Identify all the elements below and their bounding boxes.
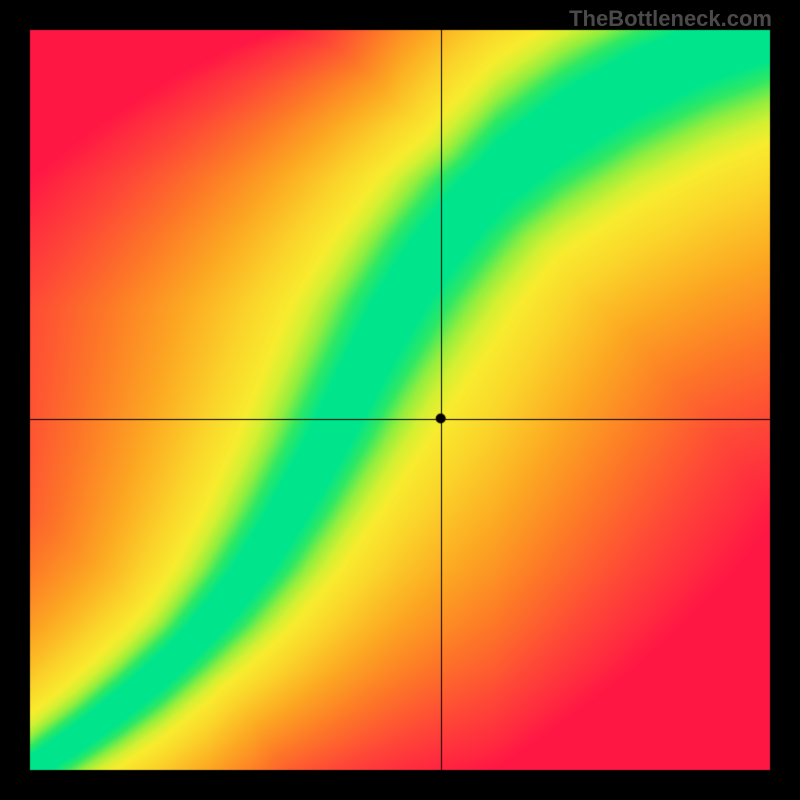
watermark-text: TheBottleneck.com	[569, 6, 772, 32]
chart-container: TheBottleneck.com	[0, 0, 800, 800]
bottleneck-heatmap	[0, 0, 800, 800]
